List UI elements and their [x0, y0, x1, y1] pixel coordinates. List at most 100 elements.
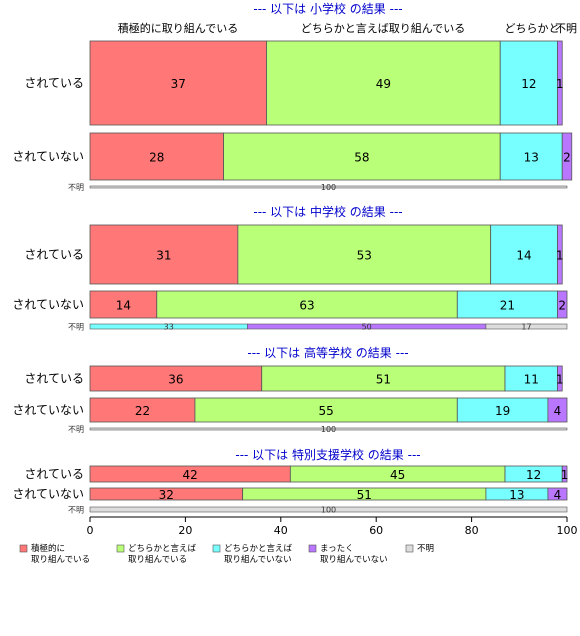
bar-segment-0-0-2	[499, 40, 558, 126]
bar-label-3-1-2: 13	[509, 488, 524, 502]
bar-label-3-0-2: 12	[526, 468, 541, 482]
bar-label-1-1-3: 2	[558, 299, 566, 313]
bar-label-2-1-3: 4	[554, 404, 562, 418]
legend-label-sekkyoku-0: 積極的に	[31, 543, 65, 554]
legend-label-dochira_yes-0: どちらかと言えば	[128, 543, 197, 554]
row-label-2-1: されていない	[12, 403, 84, 417]
bar-label-1-2-4: 17	[521, 323, 531, 332]
bar-label-1-0-1: 53	[357, 249, 372, 263]
x-tick-label-3: 60	[369, 524, 383, 537]
bar-segment-2-1-2	[456, 397, 549, 423]
column-header-2: どちらかと	[505, 22, 560, 35]
bar-label-3-0-0: 42	[183, 468, 198, 482]
bar-segment-0-1-3	[561, 132, 573, 181]
bar-segment-1-1-1	[156, 290, 458, 319]
bar-segment-0-2-4	[89, 185, 568, 189]
bar-label-0-1-2: 13	[524, 151, 539, 165]
bar-label-0-0-2: 12	[521, 77, 536, 91]
panel-title-2: --- 以下は 高等学校 の結果 ---	[247, 345, 408, 360]
bar-label-2-0-3: 1	[556, 373, 564, 387]
bar-segment-2-2-4	[89, 427, 568, 431]
row-label-0-1: されていない	[12, 150, 84, 164]
bar-segment-1-0-0	[89, 224, 239, 285]
panel-title-3: --- 以下は 特別支援学校 の結果 ---	[235, 447, 420, 462]
bar-label-3-0-3: 1	[561, 468, 569, 482]
bar-segment-3-0-3	[561, 465, 568, 483]
bar-label-0-1-1: 58	[354, 151, 369, 165]
column-header-0: 積極的に取り組んでいる	[118, 21, 238, 35]
legend-label-dochira_no-1: 取り組んでいない	[224, 554, 292, 565]
row-label-1-1: されていない	[12, 298, 84, 312]
bar-segment-3-1-3	[547, 487, 568, 501]
legend-swatch-mattaku	[308, 544, 317, 553]
bar-label-3-1-0: 32	[159, 488, 174, 502]
legend-label-fumei-0: 不明	[417, 544, 434, 554]
bar-segment-0-1-2	[499, 132, 563, 181]
bar-segment-1-1-3	[557, 290, 568, 319]
bar-label-2-1-1: 55	[318, 404, 333, 418]
bar-label-2-0-0: 36	[168, 373, 183, 387]
row-label-3-0: されている	[24, 467, 84, 481]
x-tick-label-2: 40	[274, 524, 288, 537]
row-label-3-2: 不明	[68, 506, 84, 515]
bar-label-0-0-0: 37	[171, 77, 186, 91]
legend-label-dochira_no-0: どちらかと言えば	[224, 543, 293, 554]
bar-label-0-2-4: 100	[321, 183, 336, 192]
bar-segment-2-0-1	[261, 365, 506, 392]
bar-label-1-1-1: 63	[299, 299, 314, 313]
bar-segment-2-0-2	[504, 365, 558, 392]
bar-segment-1-1-2	[456, 290, 558, 319]
bar-segment-1-0-3	[557, 224, 563, 285]
column-header-1: どちらかと言えば取り組んでいる	[301, 22, 465, 35]
x-tick-label-0: 0	[87, 524, 94, 537]
bar-label-1-0-2: 14	[516, 249, 531, 263]
x-tick-label-5: 100	[557, 524, 578, 537]
bar-segment-0-0-1	[266, 40, 501, 126]
x-tick-label-1: 20	[178, 524, 192, 537]
panel-title-1: --- 以下は 中学校 の結果 ---	[253, 204, 402, 219]
bar-label-1-1-0: 14	[116, 299, 131, 313]
bar-segment-2-1-3	[547, 397, 568, 423]
bar-label-0-0-3: 1	[556, 77, 564, 91]
bar-label-1-0-0: 31	[156, 249, 171, 263]
legend-swatch-fumei	[405, 544, 414, 553]
legend-label-mattaku-0: まったく	[320, 544, 354, 554]
legend-label-mattaku-1: 取り組んでいない	[320, 554, 388, 565]
bar-segment-1-0-2	[490, 224, 558, 285]
row-label-2-0: されている	[24, 372, 84, 386]
bar-label-2-1-2: 19	[495, 404, 510, 418]
bar-label-3-1-1: 51	[357, 488, 372, 502]
bar-label-0-1-0: 28	[149, 151, 164, 165]
bar-segment-3-2-4	[89, 506, 568, 513]
legend-label-dochira_yes-1: 取り組んでいる	[128, 554, 187, 565]
bar-label-2-1-0: 22	[135, 404, 150, 418]
bar-label-2-0-2: 11	[524, 373, 539, 387]
row-label-3-1: されていない	[12, 487, 84, 501]
bar-segment-2-1-1	[194, 397, 458, 423]
row-label-2-2: 不明	[68, 425, 84, 434]
row-label-1-0: されている	[24, 248, 84, 262]
panel-title-0: --- 以下は 小学校 の結果 ---	[253, 1, 402, 16]
bar-label-2-2-4: 100	[321, 425, 336, 434]
bar-segment-0-0-0	[89, 40, 267, 126]
bar-label-2-0-1: 51	[376, 373, 391, 387]
bar-label-0-1-3: 2	[563, 151, 571, 165]
legend-swatch-dochira_no	[212, 544, 221, 553]
bar-label-3-1-3: 4	[554, 488, 562, 502]
bar-label-3-0-1: 45	[390, 468, 405, 482]
row-label-0-0: されている	[24, 76, 84, 90]
bar-segment-1-1-0	[89, 290, 158, 319]
bar-segment-2-0-3	[557, 365, 563, 392]
legend-swatch-sekkyoku	[19, 544, 28, 553]
row-label-0-2: 不明	[68, 183, 84, 192]
bar-segment-0-0-3	[557, 40, 563, 126]
bar-label-1-2-3: 50	[362, 323, 372, 332]
bar-label-1-0-3: 1	[556, 249, 564, 263]
bar-label-1-2-2: 33	[164, 323, 174, 332]
bar-label-0-0-1: 49	[376, 77, 391, 91]
bar-segment-1-2-4	[485, 323, 568, 330]
legend-swatch-dochira_yes	[116, 544, 125, 553]
row-label-1-2: 不明	[68, 323, 84, 332]
bar-segment-0-1-1	[223, 132, 501, 181]
